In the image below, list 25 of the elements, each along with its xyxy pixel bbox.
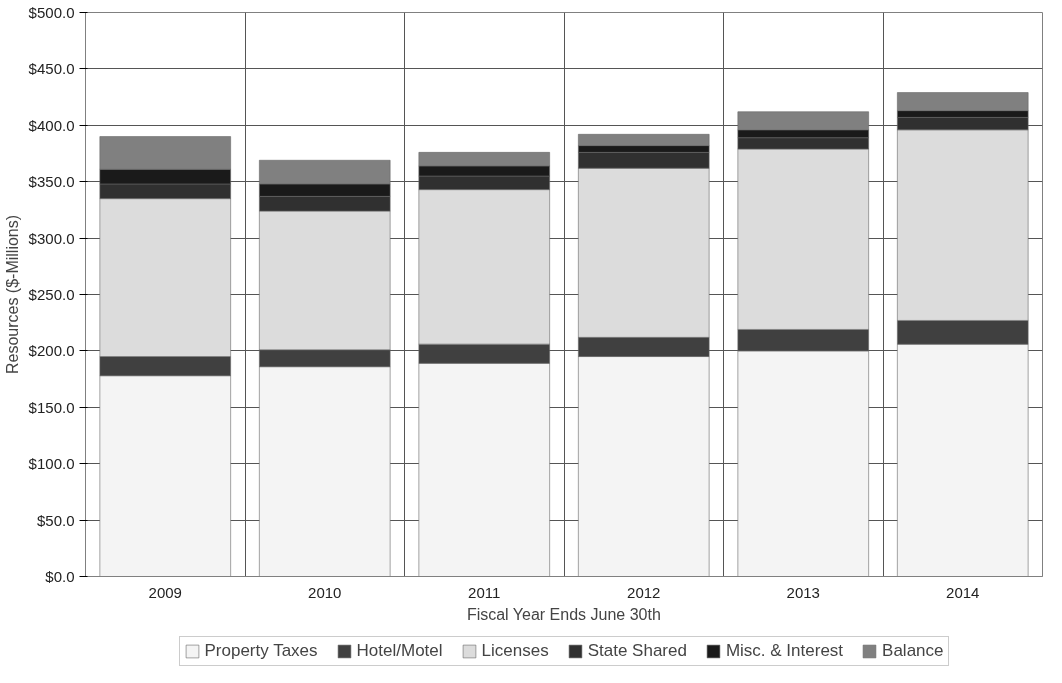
x-tick-label: 2012 [627,583,661,601]
x-tick-label: 2010 [308,583,342,601]
y-tick-label: $150.0 [28,398,75,416]
x-tick-label: 2011 [468,583,501,601]
y-tick-label: $450.0 [28,60,75,78]
y-tick-label: $500.0 [28,4,75,21]
y-tick-label: $400.0 [28,116,75,134]
x-axis-title: Fiscal Year Ends June 30th [466,605,661,623]
x-tick-label: 2009 [148,583,182,601]
legend-label: Licenses [481,641,549,661]
y-tick-label: $200.0 [28,342,75,360]
legend-label: Hotel/Motel [356,641,443,661]
y-tick-label: $100.0 [28,455,75,473]
x-tick-label: 2013 [786,583,820,601]
y-tick-label: $50.0 [36,511,75,529]
legend-label: State Shared [587,641,687,661]
legend-label: Property Taxes [204,641,318,661]
y-axis-title: Resources ($-Millions) [3,214,21,375]
y-tick-label: $250.0 [28,286,75,303]
y-tick-label: $300.0 [28,229,75,247]
y-tick-label: $350.0 [28,173,75,191]
x-tick-label: 2014 [946,583,980,601]
legend-label: Misc. & Interest [725,641,844,661]
legend-label: Balance [882,641,944,661]
y-tick-label: $0.0 [45,568,75,585]
